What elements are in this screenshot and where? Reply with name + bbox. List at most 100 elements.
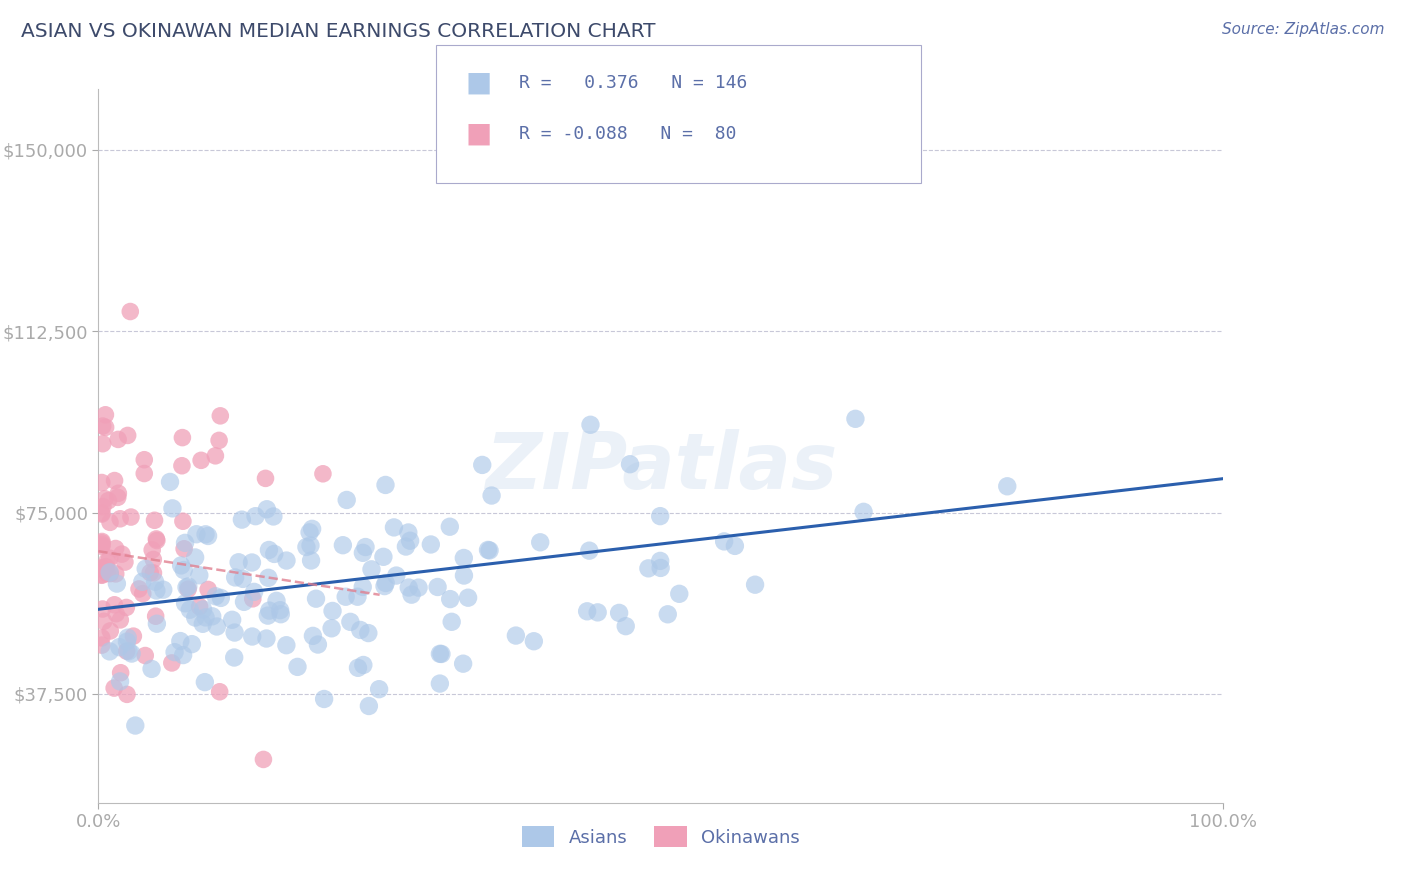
Point xyxy=(145,583,167,598)
Point xyxy=(177,582,200,597)
Point xyxy=(312,467,335,481)
Point xyxy=(142,566,165,580)
Point xyxy=(197,529,219,543)
Point xyxy=(208,685,231,699)
Point xyxy=(346,590,368,604)
Point xyxy=(650,509,672,524)
Point xyxy=(295,540,318,554)
Point xyxy=(224,570,246,584)
Point xyxy=(159,475,181,489)
Point xyxy=(170,458,193,473)
Point xyxy=(172,514,194,528)
Point xyxy=(191,602,214,616)
Point xyxy=(115,600,138,615)
Point xyxy=(232,572,254,586)
Point xyxy=(141,662,163,676)
Point xyxy=(169,634,191,648)
Point xyxy=(90,638,112,652)
Point xyxy=(120,304,142,318)
Point xyxy=(614,619,637,633)
Point xyxy=(172,648,194,662)
Point xyxy=(96,554,118,568)
Point xyxy=(209,409,232,423)
Point xyxy=(180,637,202,651)
Point xyxy=(194,527,217,541)
Point xyxy=(440,615,463,629)
Text: ■: ■ xyxy=(465,69,492,97)
Point xyxy=(321,621,343,635)
Point xyxy=(245,509,267,524)
Point xyxy=(117,428,139,442)
Point xyxy=(152,582,174,597)
Point xyxy=(90,567,112,582)
Point xyxy=(347,661,370,675)
Point xyxy=(457,591,479,605)
Point xyxy=(208,434,231,448)
Point xyxy=(744,577,766,591)
Point xyxy=(90,507,112,521)
Point xyxy=(90,506,112,520)
Point xyxy=(120,510,142,524)
Point xyxy=(90,536,112,550)
Point xyxy=(301,522,323,536)
Point xyxy=(224,625,246,640)
Point xyxy=(844,412,866,426)
Point xyxy=(439,592,461,607)
Point xyxy=(335,590,357,604)
Point xyxy=(995,479,1018,493)
Point xyxy=(197,582,219,597)
Point xyxy=(299,553,322,567)
Legend: Asians, Okinawans: Asians, Okinawans xyxy=(515,819,807,855)
Point xyxy=(145,532,167,546)
Point xyxy=(111,547,134,561)
Point xyxy=(426,580,449,594)
Point xyxy=(105,607,128,621)
Point xyxy=(430,647,453,661)
Point xyxy=(276,638,298,652)
Text: Source: ZipAtlas.com: Source: ZipAtlas.com xyxy=(1222,22,1385,37)
Point xyxy=(529,535,551,549)
Point xyxy=(221,613,243,627)
Point xyxy=(429,647,451,661)
Point xyxy=(401,588,423,602)
Point xyxy=(103,474,125,488)
Point xyxy=(307,638,329,652)
Point xyxy=(91,534,114,549)
Point xyxy=(256,632,278,646)
Point xyxy=(176,580,198,594)
Point xyxy=(98,644,121,658)
Point xyxy=(287,660,309,674)
Point xyxy=(90,561,112,575)
Point xyxy=(439,519,461,533)
Text: ■: ■ xyxy=(465,120,492,148)
Point xyxy=(339,615,361,629)
Point xyxy=(481,489,503,503)
Point xyxy=(668,587,690,601)
Point xyxy=(607,606,630,620)
Point xyxy=(205,619,228,633)
Point xyxy=(105,576,128,591)
Point xyxy=(257,543,280,558)
Point xyxy=(145,609,167,624)
Point xyxy=(98,551,121,566)
Point xyxy=(170,558,193,573)
Point xyxy=(114,555,136,569)
Point xyxy=(124,718,146,732)
Point xyxy=(174,536,197,550)
Point xyxy=(107,433,129,447)
Point xyxy=(231,513,253,527)
Point xyxy=(98,566,121,580)
Point xyxy=(408,581,430,595)
Point xyxy=(270,607,292,622)
Point xyxy=(91,500,114,514)
Point xyxy=(132,587,155,601)
Point xyxy=(724,539,747,553)
Point xyxy=(98,566,121,581)
Point xyxy=(478,543,501,558)
Point xyxy=(117,631,139,645)
Point xyxy=(471,458,494,472)
Point xyxy=(194,675,217,690)
Point xyxy=(131,574,153,589)
Point xyxy=(103,598,125,612)
Point xyxy=(357,626,380,640)
